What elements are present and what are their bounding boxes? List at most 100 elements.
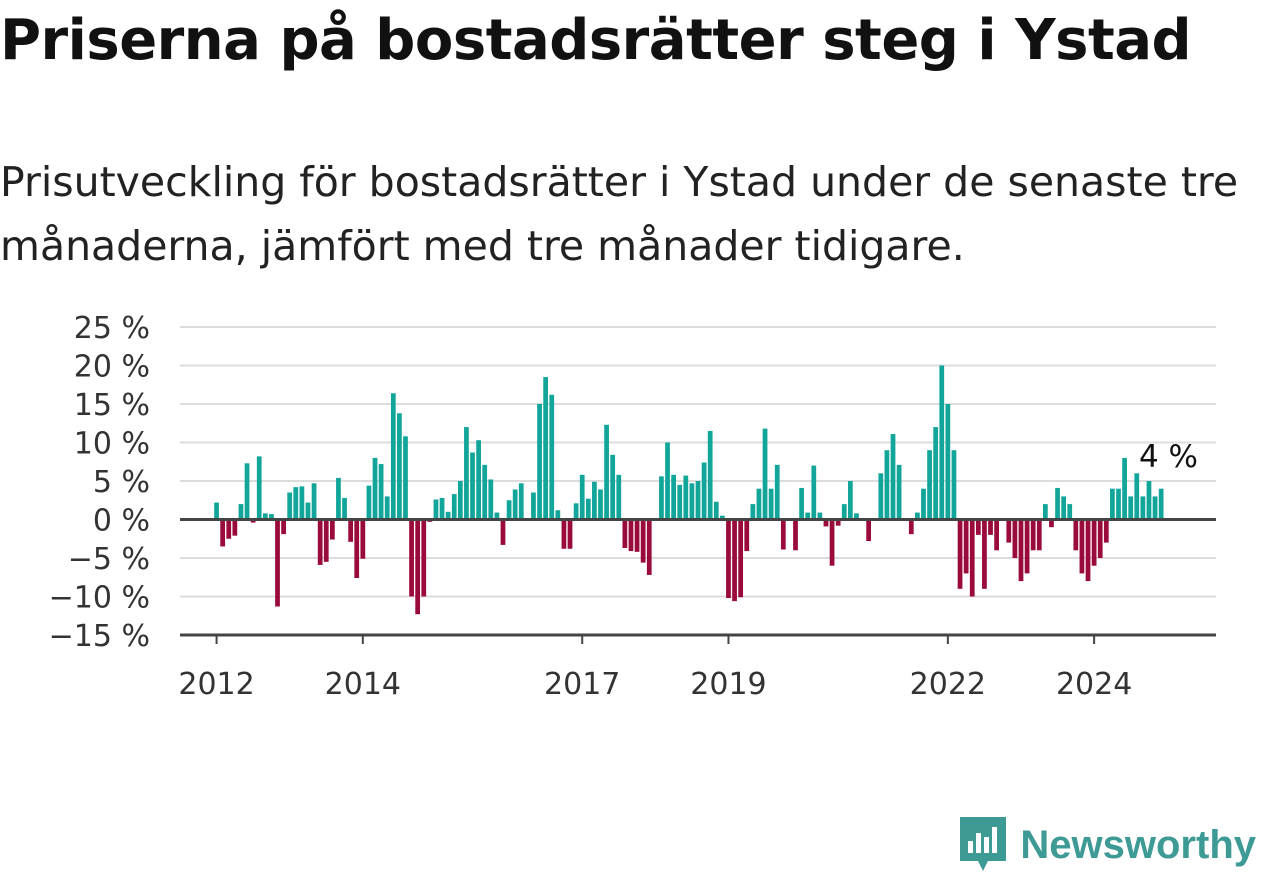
bar bbox=[1018, 519, 1024, 582]
bar bbox=[342, 497, 347, 520]
bar bbox=[1055, 487, 1060, 520]
bar bbox=[354, 519, 360, 579]
bar bbox=[293, 487, 299, 520]
bar bbox=[982, 519, 987, 589]
bar bbox=[512, 489, 518, 520]
bar bbox=[963, 519, 969, 574]
bar bbox=[884, 450, 890, 520]
bar bbox=[659, 476, 664, 520]
bar bbox=[908, 519, 914, 535]
bar bbox=[409, 519, 414, 597]
bar bbox=[610, 454, 616, 520]
bar bbox=[555, 510, 561, 520]
bar bbox=[921, 488, 926, 520]
bar bbox=[969, 519, 975, 597]
bar bbox=[598, 489, 603, 520]
bar bbox=[585, 498, 591, 520]
axes bbox=[180, 518, 1216, 644]
bar bbox=[269, 514, 274, 520]
y-tick-label: 25 % bbox=[74, 311, 150, 346]
bar bbox=[780, 519, 786, 550]
bar bbox=[1146, 481, 1152, 520]
bar bbox=[854, 513, 859, 520]
bar bbox=[1140, 496, 1146, 520]
gridlines bbox=[180, 326, 1216, 598]
bar bbox=[1030, 519, 1036, 551]
bar bbox=[1103, 519, 1109, 543]
bar bbox=[1097, 519, 1103, 558]
bar bbox=[750, 504, 756, 520]
bar bbox=[1085, 519, 1091, 582]
bar bbox=[847, 481, 853, 520]
bar bbox=[1049, 519, 1054, 528]
bar bbox=[927, 450, 932, 520]
bar bbox=[799, 487, 804, 520]
bar bbox=[561, 519, 567, 549]
bar bbox=[695, 481, 701, 520]
bar bbox=[945, 404, 951, 520]
bar bbox=[214, 502, 219, 520]
y-tick-label: 5 % bbox=[93, 465, 150, 500]
bar bbox=[1110, 488, 1115, 520]
bar bbox=[622, 519, 628, 548]
bar bbox=[677, 484, 683, 520]
bar bbox=[500, 519, 506, 545]
bar bbox=[835, 519, 841, 526]
bar bbox=[317, 519, 323, 565]
chart-title: Priserna på bostadsrätter steg i Ystad bbox=[0, 8, 1192, 73]
bar bbox=[281, 519, 286, 535]
bar bbox=[250, 519, 256, 523]
bar bbox=[287, 492, 293, 520]
bar bbox=[957, 519, 963, 589]
y-tick-label: 15 % bbox=[74, 388, 150, 423]
x-tick-label: 2017 bbox=[544, 667, 620, 702]
bar bbox=[329, 519, 335, 540]
bar bbox=[915, 512, 920, 520]
bar bbox=[866, 519, 872, 542]
bar bbox=[720, 515, 725, 520]
bar bbox=[238, 504, 244, 520]
bar bbox=[232, 519, 238, 536]
bar bbox=[604, 424, 609, 520]
bar bbox=[646, 519, 652, 575]
bar bbox=[939, 365, 945, 520]
bar bbox=[1061, 496, 1067, 520]
bar bbox=[817, 512, 823, 520]
bar bbox=[543, 377, 549, 520]
bar bbox=[1079, 519, 1085, 574]
bar bbox=[384, 496, 390, 520]
bar bbox=[896, 464, 902, 520]
bar bbox=[573, 503, 579, 520]
bar bbox=[933, 427, 939, 520]
bar bbox=[226, 519, 232, 539]
bar bbox=[366, 485, 372, 520]
bar bbox=[220, 519, 226, 547]
bar bbox=[537, 404, 542, 520]
bar bbox=[738, 519, 744, 598]
bar bbox=[713, 501, 719, 520]
bar bbox=[1134, 473, 1140, 520]
bar bbox=[1158, 488, 1164, 520]
bar bbox=[768, 488, 774, 520]
bar bbox=[415, 519, 421, 615]
bar bbox=[482, 464, 488, 520]
bar bbox=[701, 462, 707, 520]
bar bbox=[470, 452, 475, 520]
bar-chart: 25 % 20 %15 % 10 %5 % 0 %−5 % −10 %−15 % 2012… bbox=[49, 311, 1216, 702]
bar bbox=[726, 519, 731, 599]
bars bbox=[214, 365, 1164, 615]
bar bbox=[390, 393, 396, 520]
x-tick-label: 2014 bbox=[325, 667, 401, 702]
y-tick-label: 20 % bbox=[74, 350, 150, 385]
bar bbox=[579, 474, 585, 520]
bar bbox=[256, 456, 262, 520]
bar bbox=[1012, 519, 1018, 558]
bar bbox=[1073, 519, 1079, 551]
bar bbox=[732, 519, 737, 602]
bar bbox=[994, 519, 999, 551]
bar bbox=[1042, 504, 1048, 520]
bar bbox=[488, 479, 494, 520]
bar bbox=[457, 481, 463, 520]
bar bbox=[671, 474, 676, 520]
tick-labels: 25 % 20 %15 % 10 %5 % 0 %−5 % −10 %−15 % 2012… bbox=[49, 311, 1133, 702]
